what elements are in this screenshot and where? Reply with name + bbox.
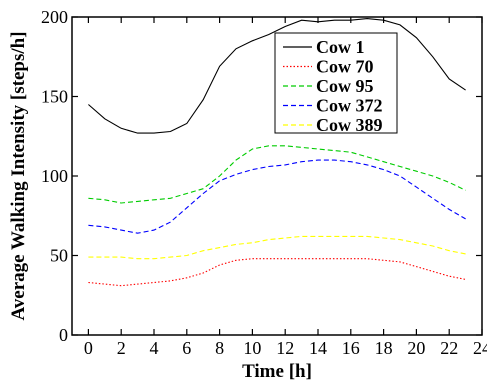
x-tick-label: 2: [117, 338, 126, 358]
x-axis-title: Time [h]: [242, 361, 312, 381]
legend-box: [274, 32, 398, 134]
x-tick-label: 20: [407, 338, 425, 358]
x-tick-label: 12: [276, 338, 294, 358]
legend-label: Cow 372: [316, 96, 383, 116]
x-tick-label: 22: [440, 338, 458, 358]
series-line-cow-70: [88, 258, 466, 287]
legend-label: Cow 95: [316, 76, 374, 96]
legend-label: Cow 70: [316, 57, 374, 77]
y-tick-label: 50: [50, 246, 68, 266]
y-tick-label: 100: [41, 166, 68, 186]
series-line-cow-95: [88, 145, 466, 204]
legend-label: Cow 1: [316, 37, 365, 57]
y-axis-title: Average Walking Intensity [steps/h]: [8, 31, 29, 320]
series-line-cow-389: [88, 235, 466, 260]
x-tick-label: 4: [150, 338, 159, 358]
y-tick-label: 0: [59, 325, 68, 345]
x-tick-label: 18: [375, 338, 393, 358]
series-line-cow-1: [88, 18, 466, 134]
y-tick-label: 200: [41, 7, 68, 27]
series-line-cow-372: [88, 159, 466, 234]
x-tick-label: 14: [309, 338, 327, 358]
x-tick-label: 16: [342, 338, 360, 358]
x-tick-label: 0: [84, 338, 93, 358]
y-tick-label: 150: [41, 87, 68, 107]
x-tick-label: 24: [473, 338, 487, 358]
series-layer: [88, 18, 466, 287]
legend-label: Cow 389: [316, 115, 383, 135]
x-tick-label: 6: [182, 338, 191, 358]
x-tick-label: 10: [243, 338, 261, 358]
x-tick-label: 8: [215, 338, 224, 358]
